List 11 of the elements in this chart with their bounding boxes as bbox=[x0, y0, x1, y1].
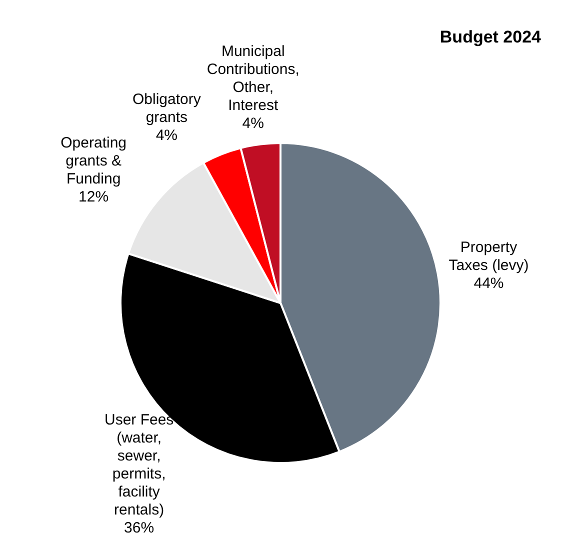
data-label: 4% bbox=[242, 114, 264, 132]
slice-label: User Fees (water, sewer, permits, facility rentals) bbox=[104, 411, 174, 518]
data-label: 12% bbox=[78, 188, 109, 206]
slice-label: Municipal Contributions, Other, Interest bbox=[206, 42, 300, 114]
data-label: 36% bbox=[124, 519, 154, 536]
data-label: 44% bbox=[474, 274, 504, 292]
data-label: 4% bbox=[156, 127, 178, 144]
chart-title: Budget 2024 bbox=[440, 28, 542, 47]
slice-label: Obligatory grants bbox=[132, 91, 202, 126]
slice-label: Operating grants & Funding bbox=[60, 134, 127, 188]
slice-label: Property Taxes (levy) bbox=[448, 238, 529, 274]
